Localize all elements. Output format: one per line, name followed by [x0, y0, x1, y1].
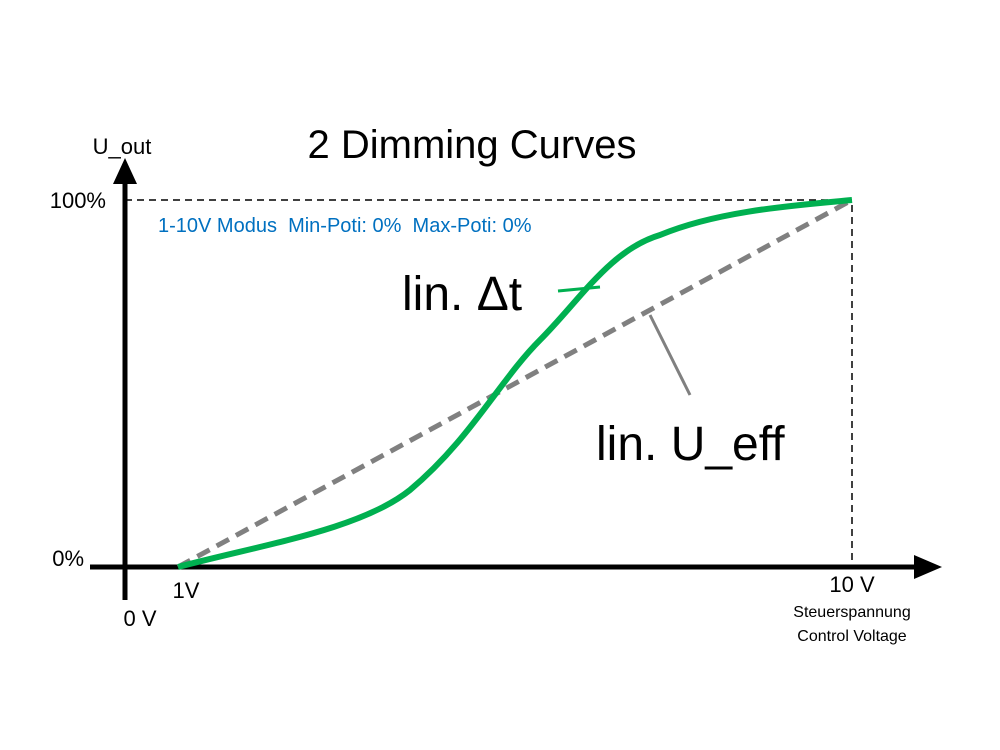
y-top: 100% [50, 188, 106, 213]
subtitle: 1-10V Modus Min-Poti: 0% Max-Poti: 0% [158, 215, 532, 237]
label-dt: lin. Δt [402, 268, 522, 321]
y-bottom: 0% [52, 546, 84, 571]
x-label-de: Steuerspannung [793, 604, 910, 621]
x-end: 10 V [829, 572, 875, 597]
leader-ueff [648, 314, 692, 396]
x-label-en: Control Voltage [797, 628, 907, 645]
title: 2 Dimming Curves [308, 123, 637, 167]
leader-dt [557, 285, 601, 293]
origin: 0 V [123, 606, 156, 631]
x-start: 1V [173, 578, 200, 603]
curve-lin-ueff [176, 197, 854, 570]
y-arrow [113, 158, 137, 184]
x-arrow [914, 555, 942, 579]
label-ueff: lin. U_eff [596, 418, 785, 471]
curve-lin-dt [177, 197, 853, 570]
y-label: U_out [93, 134, 152, 159]
